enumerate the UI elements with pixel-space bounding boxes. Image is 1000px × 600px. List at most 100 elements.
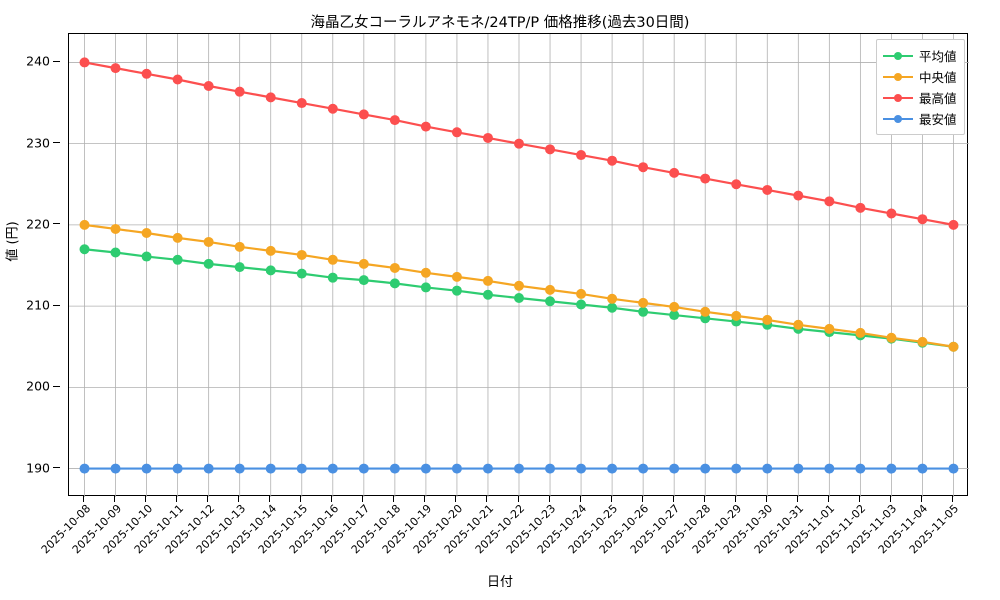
x-axis-tick-mark: [455, 496, 457, 502]
data-point: [700, 173, 711, 184]
data-point: [514, 280, 524, 291]
data-point: [203, 80, 214, 91]
x-axis-tick-mark: [393, 496, 395, 502]
x-axis-tick-mark: [269, 496, 271, 502]
data-point: [79, 463, 90, 474]
data-point: [234, 463, 245, 474]
legend-swatch-icon: [883, 112, 913, 126]
data-point: [607, 302, 618, 313]
data-point: [576, 150, 587, 161]
data-point: [296, 463, 307, 474]
data-point: [762, 184, 773, 195]
series-最安値: [79, 463, 959, 474]
data-point: [172, 254, 183, 265]
x-axis-tick-mark: [858, 496, 860, 502]
data-point: [917, 463, 928, 474]
data-point: [669, 167, 680, 178]
data-point: [514, 463, 524, 474]
x-axis-tick-mark: [176, 496, 178, 502]
legend-item-中央値[interactable]: 中央値: [883, 66, 957, 87]
data-point: [79, 244, 90, 255]
data-point: [451, 285, 462, 296]
data-point: [110, 247, 121, 258]
data-point: [296, 268, 307, 279]
x-axis-tick-mark: [734, 496, 736, 502]
data-point: [948, 219, 959, 230]
plot-svg: [69, 34, 969, 497]
data-point: [172, 463, 183, 474]
legend-label: 平均値: [919, 49, 957, 64]
data-point: [762, 463, 773, 474]
data-point: [482, 463, 493, 474]
data-point: [762, 314, 773, 325]
data-point: [358, 275, 369, 286]
data-point: [172, 232, 183, 243]
data-point: [451, 271, 462, 282]
x-axis-tick-mark: [486, 496, 488, 502]
x-axis-tick-mark: [145, 496, 147, 502]
data-point: [327, 463, 338, 474]
data-point: [638, 297, 649, 308]
data-point: [203, 463, 214, 474]
x-axis-tick-mark: [424, 496, 426, 502]
y-axis-tick-labels: 190 200 210 220 230 240: [0, 33, 60, 496]
data-point: [607, 293, 618, 304]
data-point: [389, 262, 400, 273]
data-point: [855, 463, 866, 474]
y-axis-tick-mark: [53, 223, 60, 225]
plot-area: [68, 33, 969, 497]
data-point: [358, 258, 369, 269]
x-axis-tick-mark: [672, 496, 674, 502]
data-point: [296, 249, 307, 260]
data-point: [110, 223, 121, 234]
x-axis-tick-mark: [796, 496, 798, 502]
legend-marker-dot: [894, 114, 902, 123]
legend-item-最高値[interactable]: 最高値: [883, 87, 957, 108]
x-axis-tick-mark: [207, 496, 209, 502]
data-point: [607, 155, 618, 166]
data-point: [296, 98, 307, 109]
data-point: [265, 92, 276, 103]
data-point: [420, 121, 431, 132]
data-point: [793, 319, 804, 330]
legend-item-平均値[interactable]: 平均値: [883, 45, 957, 66]
legend-label: 最安値: [919, 112, 957, 127]
y-axis-tick-mark: [53, 304, 60, 306]
data-point: [824, 463, 835, 474]
data-point: [638, 306, 649, 317]
data-point: [420, 282, 431, 293]
legend-label: 最高値: [919, 91, 957, 106]
data-point: [669, 463, 680, 474]
data-point: [824, 196, 835, 207]
x-axis-tick-labels: 2025-10-08 2025-10-09 2025-10-10 2025-10-11…: [38, 496, 968, 576]
legend-swatch-icon: [883, 49, 913, 63]
data-point: [948, 463, 959, 474]
data-point: [824, 323, 835, 334]
data-point: [79, 57, 90, 68]
legend-item-最安値[interactable]: 最安値: [883, 108, 957, 129]
data-point: [731, 310, 742, 321]
x-axis-tick-mark: [610, 496, 612, 502]
data-point: [607, 463, 618, 474]
data-point: [451, 463, 462, 474]
series-最高値: [79, 57, 959, 230]
data-point: [917, 214, 928, 225]
data-point: [110, 463, 121, 474]
data-point: [110, 63, 121, 74]
x-axis-tick-mark: [548, 496, 550, 502]
data-point: [327, 272, 338, 283]
data-point: [358, 463, 369, 474]
data-point: [420, 267, 431, 278]
data-point: [731, 179, 742, 190]
data-point: [514, 292, 524, 303]
data-point: [141, 463, 152, 474]
series-中央値: [79, 219, 959, 352]
data-point: [389, 463, 400, 474]
x-axis-tick-mark: [641, 496, 643, 502]
data-point: [948, 341, 959, 352]
data-point: [638, 162, 649, 173]
data-point: [793, 463, 804, 474]
y-axis-tick-mark: [53, 467, 60, 469]
data-point: [265, 265, 276, 276]
